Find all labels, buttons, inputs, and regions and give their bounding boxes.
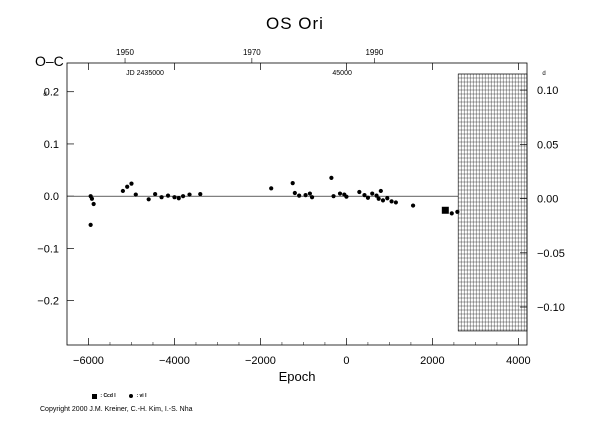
- data-point-vis: [455, 209, 460, 214]
- jd-annotation: JD 2435000: [126, 70, 164, 77]
- data-point-vis: [337, 191, 343, 196]
- y-right-tick-label: 0.10: [537, 85, 558, 97]
- y-axis-title: O–C: [35, 53, 64, 69]
- data-point-vis: [89, 196, 95, 201]
- data-point-vis: [91, 201, 96, 207]
- data-point-vis: [303, 193, 308, 198]
- data-point-vis: [88, 222, 93, 227]
- y-tick-label: 0.1: [44, 139, 59, 151]
- x-axis-title: Epoch: [279, 369, 316, 384]
- data-point-vis: [125, 184, 130, 189]
- y-right-tick-label: −0.10: [537, 302, 565, 314]
- x-tick-label: −6000: [73, 355, 104, 367]
- data-point-ccd: [441, 206, 449, 214]
- plot-frame: [66, 62, 528, 346]
- data-point-vis: [290, 181, 295, 186]
- data-point-vis: [389, 199, 394, 204]
- data-point-vis: [176, 196, 181, 201]
- y-right-tick-label: 0.05: [537, 139, 558, 151]
- x-tick-label: 2000: [420, 355, 444, 367]
- data-point-vis: [146, 197, 151, 202]
- days-unit-left: d: [43, 92, 46, 98]
- y-tick-label: 0.0: [44, 191, 59, 203]
- data-point-vis: [187, 192, 192, 197]
- data-point-vis: [344, 194, 349, 199]
- y-right-tick-label: 0.00: [537, 194, 558, 206]
- legend-vis-label: : vi I: [136, 393, 147, 399]
- data-point-vis: [385, 196, 390, 201]
- legend: : Ccd I : vi I: [92, 393, 146, 399]
- data-point-vis: [292, 190, 297, 196]
- chart-title: OS Ori: [266, 14, 324, 33]
- shaded-region-hatch: [458, 73, 527, 331]
- data-point-vis: [129, 181, 134, 186]
- data-point-vis: [362, 193, 367, 198]
- data-point-vis: [159, 195, 164, 200]
- shaded-region: [457, 73, 528, 332]
- data-point-vis: [153, 191, 158, 197]
- copyright-text: Copyright 2000 J.M. Kreiner, C.-H. Kim, …: [40, 406, 193, 413]
- data-point-vis: [165, 193, 171, 198]
- data-point-vis: [410, 203, 416, 208]
- y-tick-label: 0.2: [44, 87, 59, 99]
- y-tick-label: −0.1: [37, 243, 59, 255]
- legend-ccd-label: : Ccd I: [100, 393, 116, 399]
- year-label: 1950: [116, 48, 134, 57]
- data-point-vis: [374, 193, 379, 198]
- data-point-vis: [269, 186, 274, 191]
- data-point-vis: [376, 196, 381, 201]
- data-point-vis: [393, 200, 398, 205]
- x-tick-label: −2000: [245, 355, 276, 367]
- data-point-vis: [297, 193, 302, 198]
- y-right-tick-label: −0.05: [537, 248, 565, 260]
- data-point-vis: [307, 191, 312, 196]
- data-point-vis: [378, 188, 383, 194]
- x-tick-label: 4000: [506, 355, 530, 367]
- data-point-vis: [380, 198, 386, 203]
- legend-ccd-marker: [92, 393, 97, 399]
- data-point-vis: [449, 211, 454, 216]
- legend-vis-marker: [129, 394, 134, 398]
- data-point-vis: [198, 191, 203, 197]
- year-label: 1990: [365, 48, 383, 57]
- data-point-vis: [365, 195, 371, 200]
- x-tick-label: 0: [343, 355, 349, 367]
- data-point-vis: [172, 195, 177, 200]
- data-point-vis: [331, 194, 336, 199]
- data-point-vis: [357, 189, 362, 195]
- data-point-vis: [133, 192, 138, 197]
- data-point-vis: [180, 194, 186, 199]
- data-point-vis: [329, 175, 334, 180]
- data-point-vis: [370, 191, 375, 196]
- x-tick-label: −4000: [159, 355, 190, 367]
- y-tick-label: −0.2: [37, 296, 59, 308]
- jd-annotation-2: 45000: [332, 70, 352, 77]
- year-label: 1970: [243, 48, 261, 57]
- data-point-vis: [120, 188, 125, 194]
- days-unit-right: d: [542, 71, 545, 77]
- data-point-vis: [309, 195, 315, 200]
